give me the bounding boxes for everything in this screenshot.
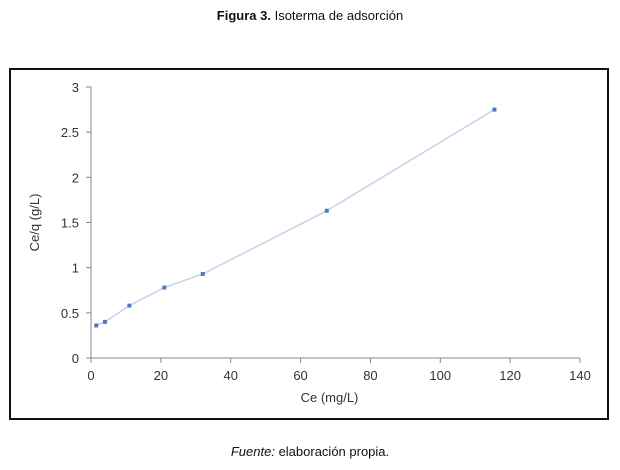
x-tick-label: 40 <box>223 368 237 383</box>
source-label: Fuente: <box>230 444 275 459</box>
x-tick-label: 0 <box>87 368 94 383</box>
y-tick-label: 0 <box>72 351 79 366</box>
x-tick-label: 140 <box>569 368 591 383</box>
x-tick-label: 120 <box>499 368 521 383</box>
figure-title: Isoterma de adsorción <box>274 8 404 23</box>
x-tick-label: 20 <box>154 368 168 383</box>
data-point <box>492 107 497 112</box>
x-tick-label: 100 <box>429 368 451 383</box>
y-tick-label: 3 <box>72 80 79 95</box>
y-axis-label: Ce/q (g/L) <box>27 194 42 252</box>
figure-label: Figura 3. <box>216 8 271 23</box>
x-tick-label: 60 <box>293 368 307 383</box>
data-point <box>102 319 107 324</box>
source-caption: Fuente: elaboración propia. <box>0 444 620 459</box>
chart-frame: 0 0.5 1 1.5 2 2.5 3 0 20 40 60 80 100 120 140 Ce (mg/L)… <box>9 68 609 420</box>
chart: 0 0.5 1 1.5 2 2.5 3 0 20 40 60 80 100 120 140 Ce (mg/L)… <box>27 80 591 405</box>
y-tick-label: 0.5 <box>61 306 79 321</box>
x-axis-label: Ce (mg/L) <box>301 390 359 405</box>
y-tick-label: 1.5 <box>61 216 79 231</box>
x-tick-label: 80 <box>363 368 377 383</box>
data-point <box>324 208 329 213</box>
data-point <box>94 323 99 328</box>
source-text: elaboración propia. <box>278 444 390 459</box>
y-tick-label: 2.5 <box>61 125 79 140</box>
y-tick-label: 2 <box>72 170 79 185</box>
series-line <box>95 108 495 327</box>
data-point <box>162 285 167 290</box>
y-tick-label: 1 <box>72 261 79 276</box>
data-point <box>127 303 132 308</box>
figure-caption: Figura 3. Isoterma de adsorción <box>0 8 620 23</box>
data-point <box>200 271 205 276</box>
